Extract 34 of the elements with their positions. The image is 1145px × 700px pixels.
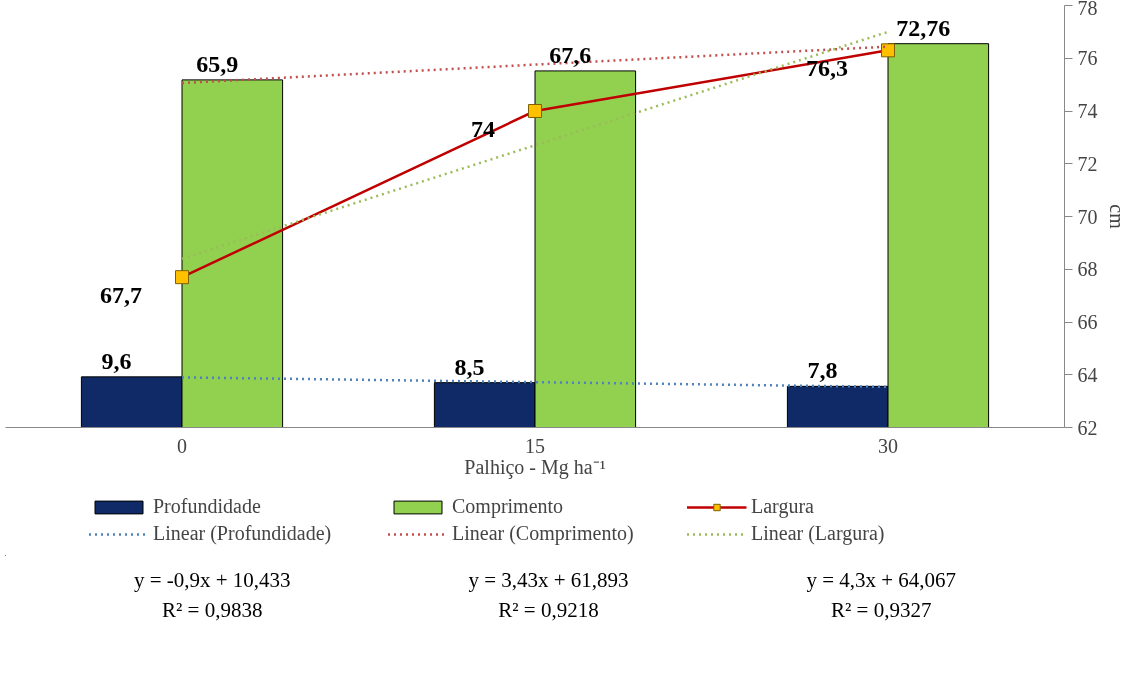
data-label: 76,3	[806, 55, 848, 82]
y2-tick-label: 70	[1077, 205, 1098, 228]
y2-tick-label: 72	[1077, 152, 1098, 175]
point	[528, 104, 542, 118]
point	[175, 270, 189, 285]
data-label: 7,8	[807, 357, 838, 384]
legend-label: Largura	[751, 495, 815, 518]
data-label: 67,6	[549, 41, 592, 68]
x-tick-label: 0	[177, 434, 187, 457]
y2-tick-label: 76	[1077, 47, 1098, 70]
y2-tick-label: 62	[1077, 416, 1098, 439]
data-label: 72,76	[896, 14, 951, 41]
data-label: 67,7	[100, 282, 142, 309]
y2-tick-label: 64	[1077, 363, 1098, 386]
y2-tick-label: 78	[1077, 0, 1098, 19]
legend-label: Linear (Largura)	[751, 522, 886, 545]
legend-label: Profundidade	[153, 495, 262, 518]
y2-tick-label: 68	[1077, 258, 1098, 281]
data-label: 8,5	[454, 353, 485, 380]
legend-label: Linear (Comprimento)	[452, 522, 635, 545]
legend-label: Linear (Profundidade)	[153, 522, 333, 545]
point	[881, 43, 895, 58]
x-axis-title: Palhiço - Mg ha⁻¹	[464, 455, 606, 479]
text: y = 3,43x + 61,893 R² = 0,9218	[468, 567, 629, 624]
y2-tick-label: 74	[1077, 100, 1098, 122]
legend-label: Comprimento	[452, 495, 565, 518]
x-tick-label: 30	[878, 434, 898, 457]
text: y = 4,3x + 64,067 R² = 0,9327	[806, 567, 957, 624]
x-tick-label: 15	[525, 434, 545, 457]
data-label: 9,6	[101, 347, 132, 374]
y2-axis-title: cm	[1105, 204, 1128, 230]
y2-tick-label: 66	[1077, 311, 1098, 333]
text: y = -0,9x + 10,433 R² = 0,9838	[133, 567, 291, 624]
data-label: 65,9	[196, 50, 239, 77]
